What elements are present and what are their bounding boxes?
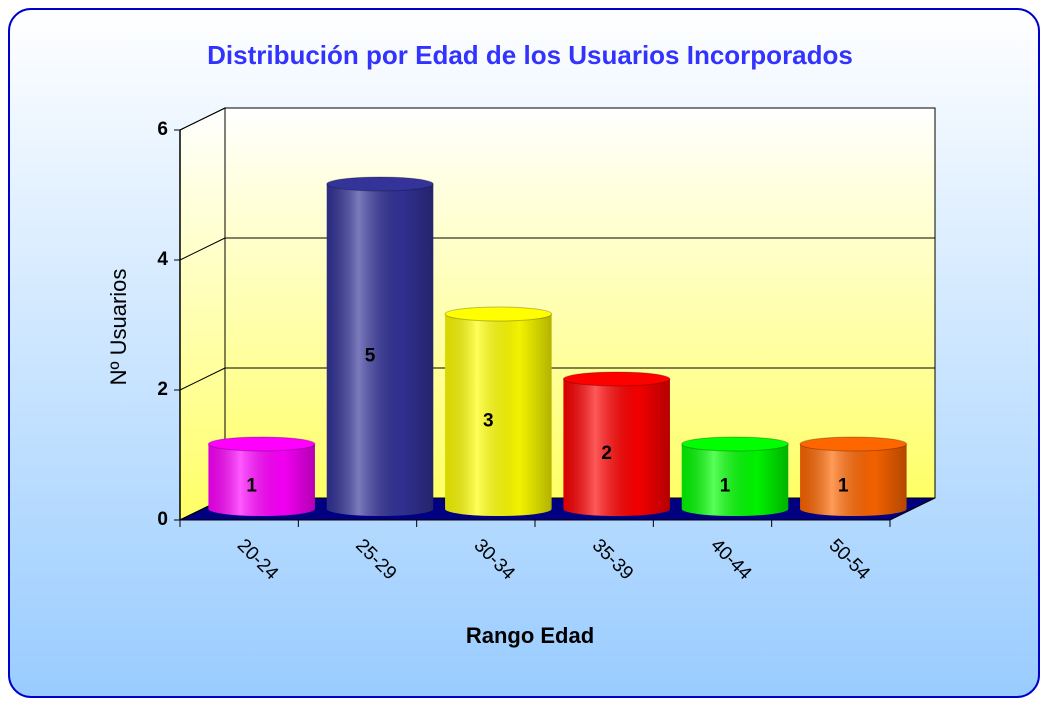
data-label: 5 (365, 346, 376, 367)
grid-line (179, 237, 226, 261)
y-tick-label: 2 (157, 379, 168, 400)
bar-top (681, 436, 789, 452)
bar-top (326, 176, 434, 192)
y-tick-label: 0 (157, 509, 168, 530)
chart-title: Distribución por Edad de los Usuarios In… (207, 40, 853, 70)
data-label: 2 (601, 443, 612, 464)
bar-shade (800, 444, 907, 516)
y-tick-label: 6 (157, 119, 168, 140)
bar-top (444, 306, 553, 322)
data-label: 3 (483, 411, 494, 432)
data-label: 1 (838, 476, 849, 497)
bar-shade (326, 184, 434, 516)
bar-shade (445, 314, 552, 516)
data-label: 1 (246, 476, 257, 497)
bar-top (799, 436, 908, 452)
y-axis-label: Nº Usuarios (106, 269, 131, 386)
bar-top (562, 371, 671, 387)
x-axis-label: Rango Edad (466, 623, 594, 648)
data-label: 1 (720, 476, 731, 497)
bar-shade (563, 379, 670, 516)
bar-shade (681, 444, 789, 516)
bar-shade (208, 444, 315, 516)
grid-line (179, 367, 226, 391)
y-tick-label: 4 (157, 249, 168, 270)
grid-line (179, 107, 226, 131)
bar-top (207, 436, 316, 452)
